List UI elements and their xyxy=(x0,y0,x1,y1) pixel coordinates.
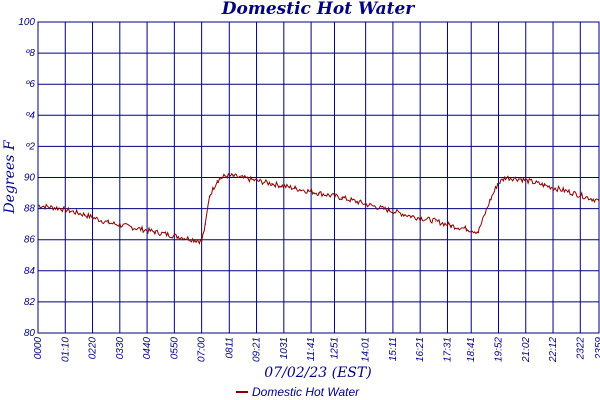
x-tick-label: 0550 xyxy=(169,337,180,360)
y-tick-label: 80 xyxy=(24,328,36,339)
data-point xyxy=(204,223,207,225)
data-point xyxy=(60,208,62,210)
x-tick-label: 0440 xyxy=(142,337,153,360)
x-tick-label: 18:41 xyxy=(466,337,477,362)
data-point xyxy=(388,209,390,211)
x-tick-label: 17:31 xyxy=(442,337,453,362)
data-point xyxy=(411,215,413,217)
data-point xyxy=(193,239,195,241)
x-tick-label: 0000 xyxy=(33,337,44,360)
data-point xyxy=(224,175,226,177)
data-point xyxy=(232,175,234,177)
y-tick-label: º8 xyxy=(26,48,36,59)
data-point xyxy=(465,228,468,230)
y-tick-label: º4 xyxy=(26,110,36,121)
x-tick-label: 2322 xyxy=(575,337,586,361)
data-point xyxy=(567,190,569,193)
data-point xyxy=(450,225,452,227)
y-tick-label: º6 xyxy=(26,79,36,90)
y-tick-label: 90 xyxy=(24,173,36,184)
y-tick-label: 84 xyxy=(24,266,36,277)
x-tick-label: 0330 xyxy=(115,337,126,360)
x-tick-label: 0220 xyxy=(88,337,99,360)
y-tick-labels: 80 82 84 86 88 90 º2 º4 º6 º8 100 xyxy=(18,17,35,339)
x-tick-label: 01:10 xyxy=(60,337,71,362)
x-axis-label: 07/02/23 (EST) xyxy=(264,365,371,381)
x-tick-label: 21:02 xyxy=(521,337,532,363)
x-tick-label: 16:21 xyxy=(415,337,426,362)
x-tick-label: 15:11 xyxy=(388,337,399,361)
data-point xyxy=(341,197,343,199)
x-tick-labels: 0000 01:10 0220 0330 0440 0550 07:00 0811 09:21 1… xyxy=(33,337,600,363)
x-tick-label: 1031 xyxy=(279,337,290,359)
data-point xyxy=(177,235,179,238)
chart-title: Domestic Hot Water xyxy=(221,0,416,19)
y-tick-label: 88 xyxy=(24,204,36,215)
y-axis-label: Degrees F xyxy=(2,139,18,214)
data-point xyxy=(434,220,436,222)
data-point xyxy=(130,226,133,228)
x-tick-label: 07:00 xyxy=(197,337,208,362)
data-point xyxy=(271,183,273,185)
y-tick-label: 82 xyxy=(24,297,36,308)
x-tick-label: 11:41 xyxy=(306,337,317,361)
data-point xyxy=(543,184,546,186)
data-point xyxy=(294,187,296,189)
data-point xyxy=(247,178,249,180)
data-point xyxy=(317,192,320,194)
data-point xyxy=(598,200,600,202)
x-tick-label: 0811 xyxy=(224,337,235,359)
data-point xyxy=(477,231,479,233)
data-point xyxy=(107,221,109,224)
x-tick-label: 1251 xyxy=(329,337,340,359)
data-point xyxy=(201,240,203,242)
y-tick-label: 100 xyxy=(18,17,35,28)
data-point xyxy=(504,176,507,179)
x-tick-label: 19:52 xyxy=(493,337,504,362)
legend: Domestic Hot Water xyxy=(236,385,360,399)
y-tick-label: 86 xyxy=(24,235,36,246)
x-tick-label: 09:21 xyxy=(252,337,263,362)
legend-label: Domestic Hot Water xyxy=(252,385,360,399)
data-point xyxy=(364,203,366,205)
data-point xyxy=(216,180,218,182)
data-point xyxy=(154,231,156,233)
data-point xyxy=(208,195,211,197)
x-tick-label: 22:12 xyxy=(548,337,559,363)
x-tick-label: 2359 xyxy=(594,337,600,361)
plot-area xyxy=(37,172,600,245)
x-tick-label: 14:01 xyxy=(361,337,372,362)
data-point xyxy=(497,183,499,185)
data-point xyxy=(84,214,86,216)
y-tick-label: º2 xyxy=(26,141,36,152)
data-point xyxy=(520,178,522,180)
data-point xyxy=(489,200,491,202)
data-point xyxy=(37,204,39,207)
